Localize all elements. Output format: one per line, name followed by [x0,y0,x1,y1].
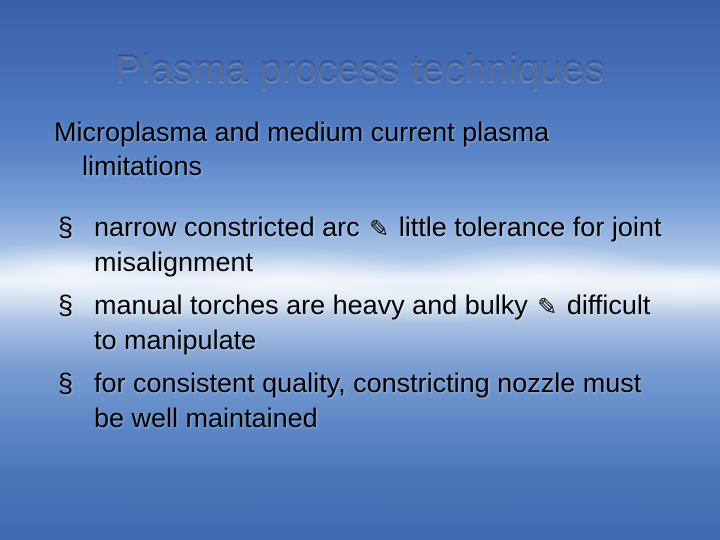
list-item: for consistent quality, constricting noz… [56,366,670,435]
bullet-text-pre: manual torches are heavy and bulky [94,290,535,320]
arrow-icon: ✎ [367,215,391,246]
list-item: narrow constricted arc ✎ little toleranc… [56,210,670,280]
bullet-list: narrow constricted arc ✎ little toleranc… [56,210,670,436]
list-item: manual torches are heavy and bulky ✎ dif… [56,288,670,358]
subtitle-line-2: limitations [54,150,670,184]
subtitle-line-1: Microplasma and medium current plasma [54,117,549,147]
slide-container: Plasma process techniques Microplasma an… [0,0,720,540]
slide-title: Plasma process techniques [50,48,670,92]
arrow-icon: ✎ [535,293,559,324]
bullet-text-pre: narrow constricted arc [94,212,367,242]
bullet-text-pre: for consistent quality, constricting noz… [94,368,641,433]
slide-subtitle: Microplasma and medium current plasma li… [54,116,670,184]
